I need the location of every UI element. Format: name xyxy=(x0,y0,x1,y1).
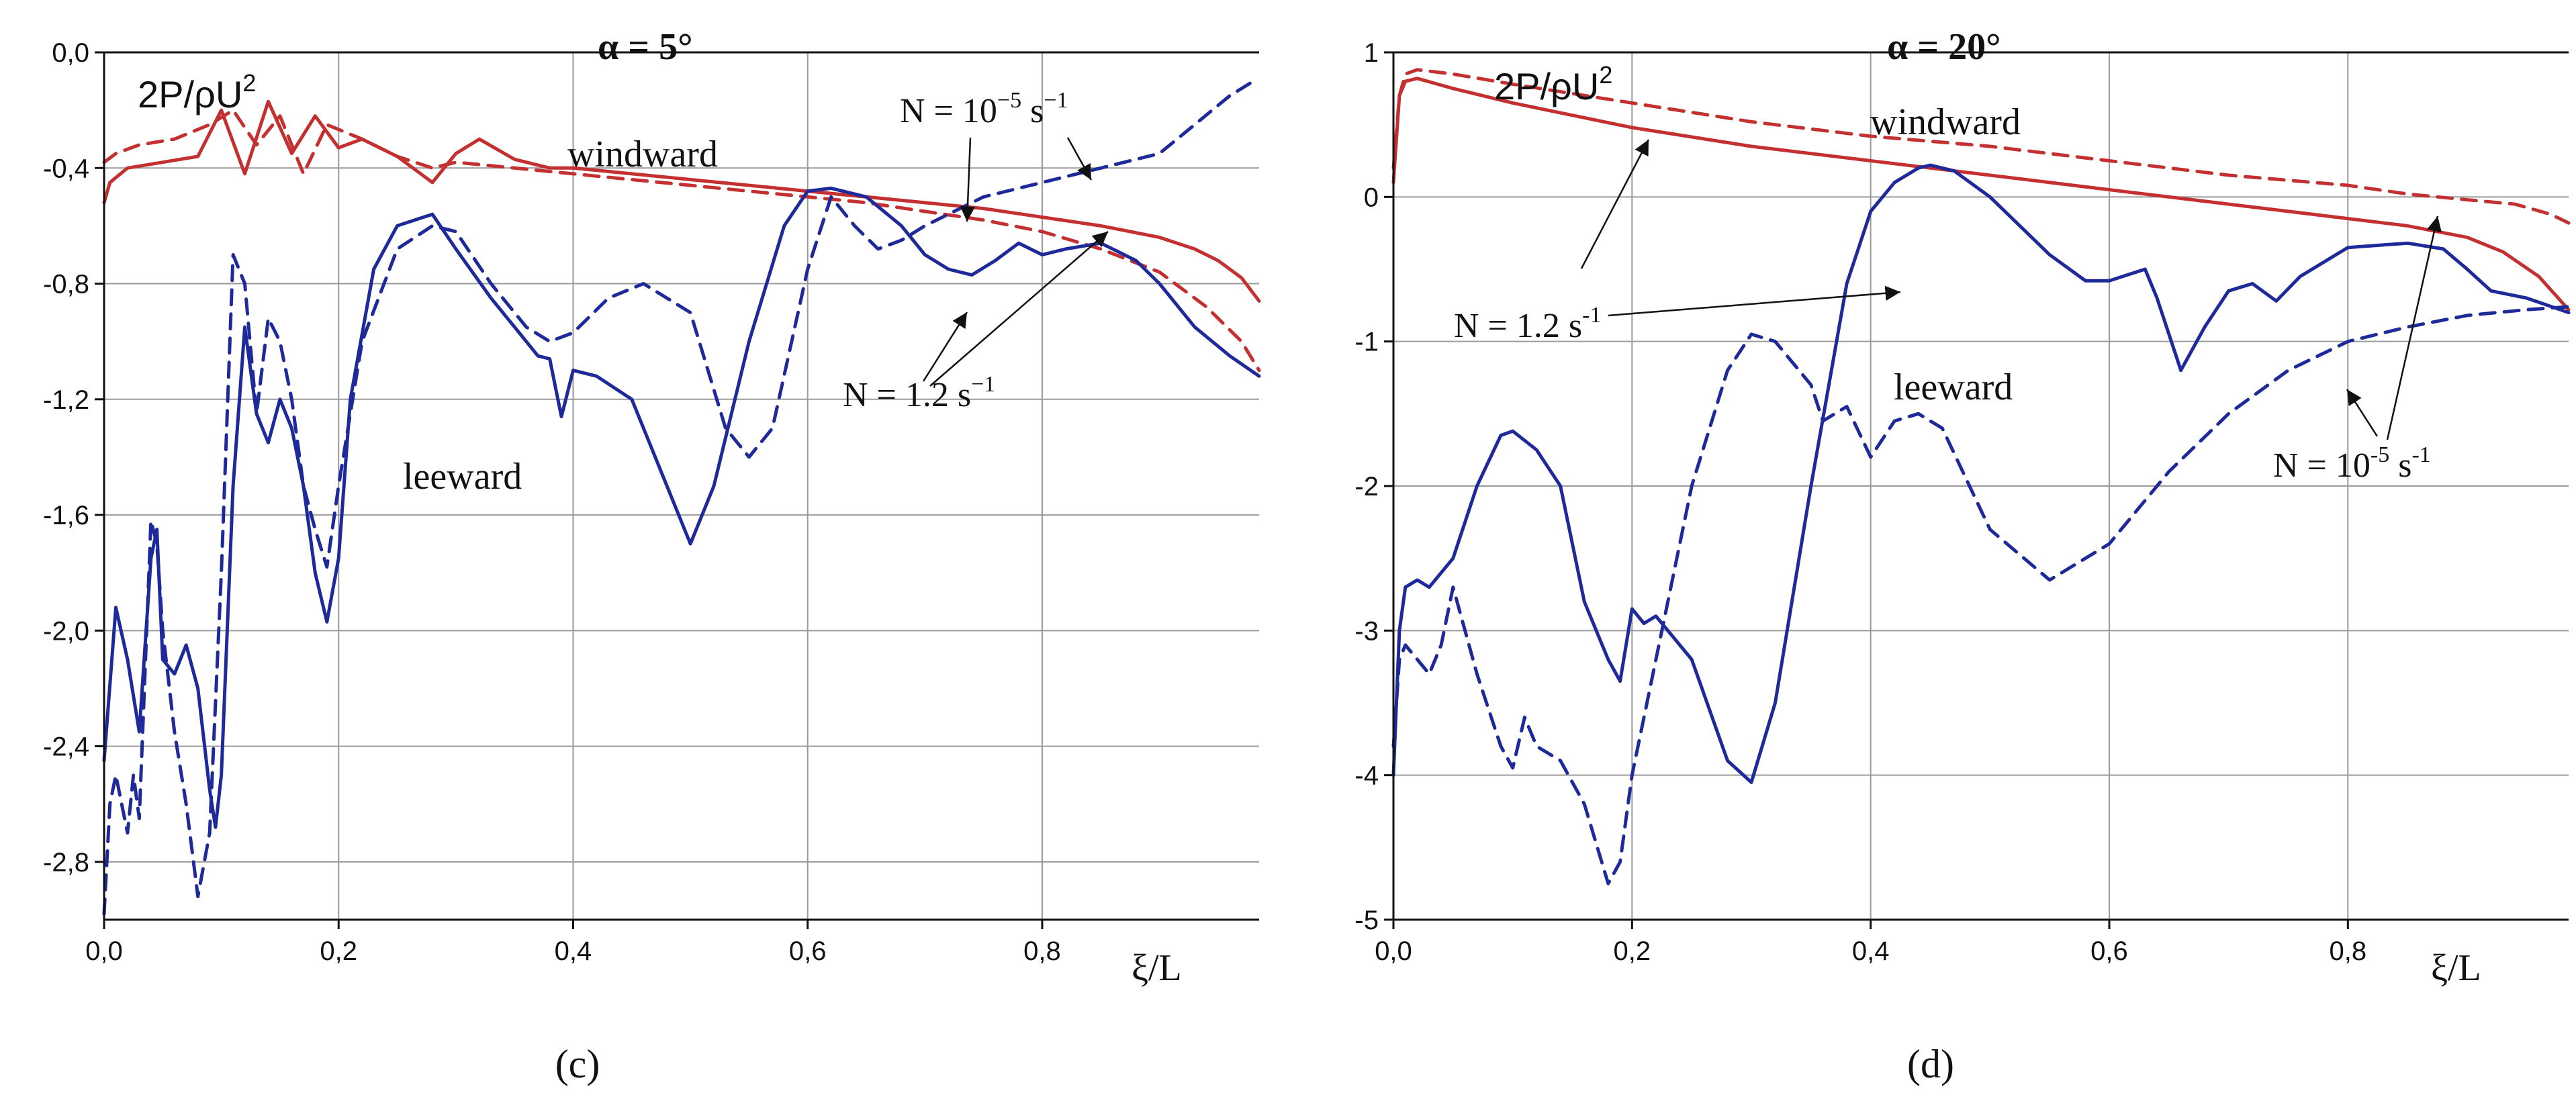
series-d-0 xyxy=(1391,77,2571,311)
xlabel-c: ξ/L xyxy=(1132,947,1182,989)
x-tick-label-c-2: 0,4 xyxy=(555,936,592,966)
n-low-label-d: N = 10-5 s-1 xyxy=(2273,442,2431,485)
series-c xyxy=(102,79,1261,916)
x-tick-label-c-1: 0,2 xyxy=(320,936,357,966)
x-tick-label-d-2: 0,4 xyxy=(1852,936,1890,966)
series-d-3 xyxy=(1391,305,2571,885)
arrow-c-nlow-2 xyxy=(1066,137,1093,181)
series-c-0 xyxy=(102,99,1261,303)
panel-label-d: (d) xyxy=(1907,1042,1954,1086)
xlabel-d: ξ/L xyxy=(2431,947,2481,989)
n-high-d-exp: -1 xyxy=(1582,303,1601,328)
ylabel-d-base: 2P/ρU xyxy=(1494,65,1599,107)
arrow-d-nhigh-1 xyxy=(1580,139,1650,269)
series-c-3 xyxy=(102,79,1255,916)
leeward-label-c: leeward xyxy=(403,456,522,497)
n-high-c-base: N = 1.2 s xyxy=(843,376,971,414)
y-tick-label-c-1: -0,4 xyxy=(43,154,89,183)
x-tick-label-c-3: 0,6 xyxy=(789,936,827,966)
y-tick-label-c-6: -2,4 xyxy=(43,732,89,762)
windward-label-d: windward xyxy=(1870,101,2021,143)
grid-c xyxy=(104,52,1259,920)
n-high-label-c: N = 1.2 s−1 xyxy=(843,372,995,414)
y-tick-label-d-0: 1 xyxy=(1364,38,1379,68)
n-low-c-exp: −5 xyxy=(997,88,1021,113)
arrow-c-nhigh-2 xyxy=(929,231,1109,387)
n-low-c-base: N = 10 xyxy=(900,92,997,130)
series-d-2 xyxy=(1391,163,2571,784)
arrow-c-nhigh-1 xyxy=(922,311,968,382)
n-high-d-base: N = 1.2 s xyxy=(1454,307,1582,345)
panel-c: 0,0 0,2 0,4 0,6 0,8 0,0 -0,4 -0,8 -1,2 -1,6 -2,0 -2… xyxy=(43,26,1261,1086)
y-tick-label-d-6: -5 xyxy=(1354,906,1379,935)
y-tick-label-d-3: -2 xyxy=(1354,472,1379,501)
y-tick-label-d-5: -4 xyxy=(1354,761,1379,791)
n-low-d-unit-exp: -1 xyxy=(2411,442,2430,467)
arrow-d-nlow-2 xyxy=(2386,215,2442,440)
arrow-d-nlow-1 xyxy=(2346,389,2379,437)
ylabel-c-base: 2P/ρU xyxy=(138,73,242,115)
y-tick-label-c-7: -2,8 xyxy=(43,848,89,877)
arrow-c-nlow-1 xyxy=(960,137,976,222)
y-tick-label-c-2: -0,8 xyxy=(43,270,89,299)
series-d xyxy=(1391,68,2571,885)
y-tick-label-d-1: 0 xyxy=(1364,183,1379,212)
series-d-1 xyxy=(1391,68,2571,225)
n-high-c-exp: −1 xyxy=(971,372,995,397)
ylabel-d-sup: 2 xyxy=(1599,61,1612,89)
windward-label-c: windward xyxy=(567,134,718,175)
n-low-c-unit: s xyxy=(1021,92,1044,130)
n-low-d-exp: -5 xyxy=(2371,442,2389,467)
y-tick-label-c-5: -2,0 xyxy=(43,616,89,646)
x-tick-label-d-0: 0,0 xyxy=(1375,936,1412,966)
title-c: α = 5° xyxy=(598,26,693,68)
title-d: α = 20° xyxy=(1887,26,2001,68)
arrow-d-nhigh-2 xyxy=(1608,285,1901,317)
y-tick-label-c-3: -1,2 xyxy=(43,385,89,415)
ylabel-c: 2P/ρU2 xyxy=(138,69,256,115)
n-low-d-unit: s xyxy=(2389,446,2411,485)
y-tick-label-c-4: -1,6 xyxy=(43,501,89,530)
grid-d xyxy=(1393,52,2569,920)
panel-label-c: (c) xyxy=(555,1042,600,1086)
y-tick-label-c-0: 0,0 xyxy=(52,38,89,68)
series-c-2 xyxy=(102,186,1261,829)
ticks-c: 0,0 0,2 0,4 0,6 0,8 0,0 -0,4 -0,8 -1,2 -1,6 -2,0 -2… xyxy=(43,38,1061,966)
n-high-label-d: N = 1.2 s-1 xyxy=(1454,303,1601,345)
ylabel-d: 2P/ρU2 xyxy=(1494,61,1612,107)
n-low-label-c: N = 10−5 s−1 xyxy=(900,88,1068,130)
x-tick-label-d-1: 0,2 xyxy=(1614,936,1651,966)
n-low-d-base: N = 10 xyxy=(2273,446,2371,485)
leeward-label-d: leeward xyxy=(1894,367,2013,408)
n-low-c-unit-exp: −1 xyxy=(1044,88,1068,113)
ylabel-c-sup: 2 xyxy=(242,69,256,97)
series-c-1 xyxy=(102,108,1261,373)
panel-d: 0,0 0,2 0,4 0,6 0,8 1 0 -1 -2 -3 -4 -5 α = 20° 2P/ρ… xyxy=(1354,26,2571,1086)
y-tick-label-d-4: -3 xyxy=(1354,616,1379,646)
x-tick-label-c-4: 0,8 xyxy=(1023,936,1061,966)
x-tick-label-d-3: 0,6 xyxy=(2090,936,2128,966)
y-tick-label-d-2: -1 xyxy=(1354,328,1379,357)
x-tick-label-c-0: 0,0 xyxy=(85,936,123,966)
ticks-d: 0,0 0,2 0,4 0,6 0,8 1 0 -1 -2 -3 -4 -5 xyxy=(1354,38,2366,966)
x-tick-label-d-4: 0,8 xyxy=(2330,936,2367,966)
